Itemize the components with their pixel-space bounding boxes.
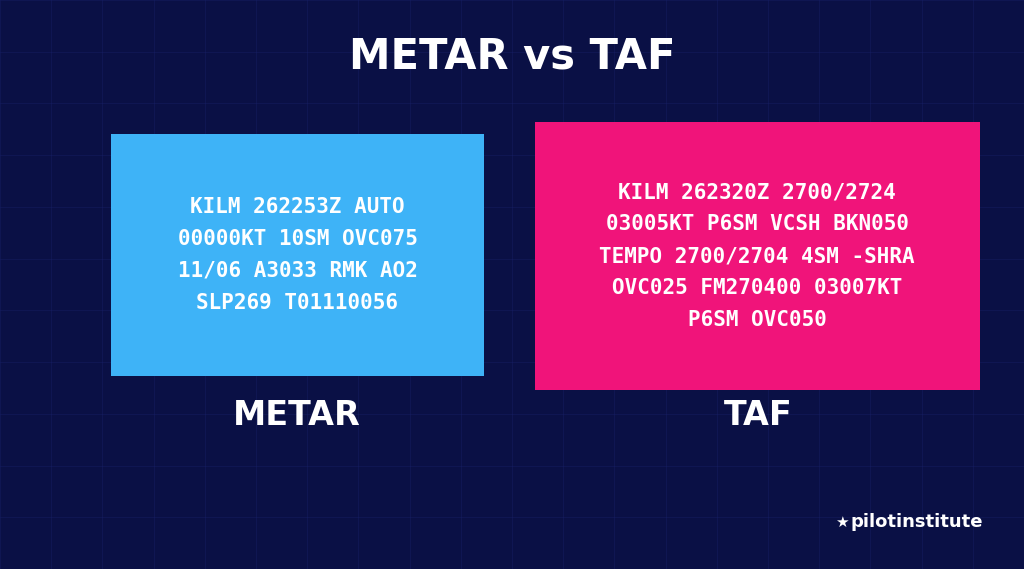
Text: KILM 262320Z 2700/2724
03005KT P6SM VCSH BKN050
TEMPO 2700/2704 4SM -SHRA
OVC025: KILM 262320Z 2700/2724 03005KT P6SM VCSH… xyxy=(599,182,915,330)
Text: METAR vs TAF: METAR vs TAF xyxy=(349,36,675,78)
FancyBboxPatch shape xyxy=(535,122,980,390)
Text: KILM 262253Z AUTO
00000KT 10SM OVC075
11/06 A3033 RMK AO2
SLP269 T01110056: KILM 262253Z AUTO 00000KT 10SM OVC075 11… xyxy=(177,197,418,312)
Text: pilotinstitute: pilotinstitute xyxy=(850,513,983,531)
FancyBboxPatch shape xyxy=(111,134,484,376)
Text: ★: ★ xyxy=(835,515,849,530)
Text: METAR: METAR xyxy=(233,399,360,432)
Text: TAF: TAF xyxy=(723,399,793,432)
